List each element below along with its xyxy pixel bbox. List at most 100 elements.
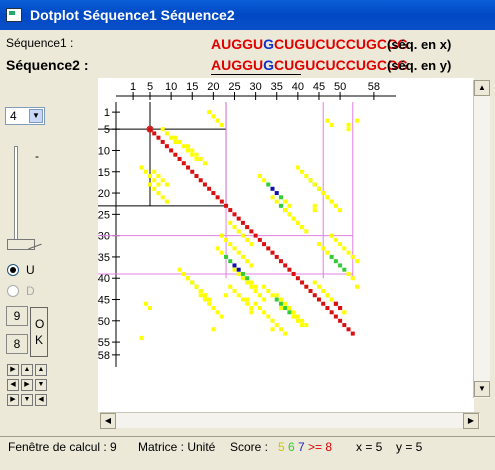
- nav-right3-icon[interactable]: ▶: [7, 394, 19, 406]
- match-dot: [211, 191, 216, 196]
- nav-right-icon[interactable]: ▶: [7, 364, 19, 376]
- radio-d-label: D: [26, 284, 35, 298]
- window-size-combo[interactable]: 4 ▼: [5, 107, 45, 125]
- match-dot: [194, 174, 199, 179]
- match-dot: [321, 288, 326, 293]
- horizontal-scrollbar[interactable]: ◀ ▶: [100, 412, 480, 429]
- match-dot: [278, 301, 283, 306]
- match-dot: [333, 203, 338, 208]
- seq2-text: AUGGUGCUGUCUCCUGCCG: [211, 57, 408, 73]
- seq1-base: U: [253, 36, 264, 52]
- match-dot: [346, 122, 351, 127]
- threshold-slider-track[interactable]: [14, 146, 18, 250]
- match-dot: [316, 284, 321, 289]
- match-dot: [316, 297, 321, 302]
- seq1-label: Séquence1 :: [6, 36, 74, 50]
- match-dot: [202, 161, 207, 166]
- match-dot: [329, 254, 334, 259]
- match-dot: [224, 254, 229, 259]
- seq1-base: U: [221, 36, 232, 52]
- match-dot: [354, 259, 359, 264]
- nav-left-icon[interactable]: ◀: [7, 379, 19, 391]
- match-dot: [283, 306, 288, 311]
- param-box-top[interactable]: 9: [6, 306, 28, 326]
- match-dot: [321, 246, 326, 251]
- nav-down2-icon[interactable]: ▼: [21, 394, 33, 406]
- threshold-slider-thumb[interactable]: [7, 239, 35, 250]
- y-tick-label: 20: [98, 188, 110, 200]
- scroll-right-icon[interactable]: ▶: [463, 413, 479, 429]
- match-dot: [325, 306, 330, 311]
- seq1-base: A: [211, 36, 222, 52]
- match-dot: [300, 323, 305, 328]
- seq2-base: U: [355, 57, 366, 73]
- match-dot: [143, 169, 148, 174]
- vertical-scrollbar[interactable]: ▲ ▼: [473, 80, 490, 398]
- match-dot: [236, 250, 241, 255]
- match-dot: [287, 203, 292, 208]
- radio-d[interactable]: [7, 285, 19, 297]
- seq2-base: G: [365, 57, 377, 73]
- nav-left2-icon[interactable]: ◀: [35, 394, 47, 406]
- dotplot-canvas[interactable]: 1 5 10 15 20 25 30 35 40 45 50 58151015202530354045…: [98, 78, 474, 412]
- match-dot: [249, 263, 254, 268]
- scroll-up-icon[interactable]: ▲: [474, 80, 490, 96]
- match-dot: [164, 144, 169, 149]
- match-dot: [245, 297, 250, 302]
- match-dot: [312, 203, 317, 208]
- chevron-down-icon[interactable]: ▼: [29, 109, 43, 123]
- nav-down-icon[interactable]: ▼: [35, 379, 47, 391]
- param-box-bottom[interactable]: 8: [6, 334, 28, 354]
- match-dot: [291, 314, 296, 319]
- x-tick-label: 35: [271, 81, 283, 93]
- match-dot: [211, 327, 216, 332]
- match-dot: [228, 220, 233, 225]
- match-dot: [207, 110, 212, 115]
- x-tick-label: 30: [249, 81, 261, 93]
- match-dot: [291, 310, 296, 315]
- match-dot: [219, 199, 224, 204]
- match-dot: [278, 297, 283, 302]
- nav-arrow-pad: ▶ ▲ ▲ ◀ ▶ ▼ ▶ ▼ ◀: [7, 364, 49, 410]
- radio-u[interactable]: [7, 264, 19, 276]
- match-dot: [253, 284, 258, 289]
- match-dot: [249, 306, 254, 311]
- seq2-base: U: [253, 57, 264, 73]
- x-tick-label: 5: [147, 81, 153, 93]
- scroll-down-icon[interactable]: ▼: [474, 381, 490, 397]
- nav-up2-icon[interactable]: ▲: [35, 364, 47, 376]
- seq1-base: G: [231, 36, 243, 52]
- match-dot: [283, 331, 288, 336]
- y-tick-label: 40: [98, 273, 110, 285]
- match-dot: [308, 178, 313, 183]
- seq1-base: C: [345, 36, 356, 52]
- scroll-left-icon[interactable]: ◀: [100, 413, 116, 429]
- match-dot: [304, 284, 309, 289]
- match-dot: [333, 301, 338, 306]
- match-dot: [257, 293, 262, 298]
- seq1-base: G: [294, 36, 306, 52]
- match-dot: [232, 225, 237, 230]
- match-dot: [300, 225, 305, 230]
- seq2-base: U: [325, 57, 336, 73]
- match-dot: [325, 118, 330, 123]
- match-dot: [342, 323, 347, 328]
- match-dot: [338, 306, 343, 311]
- match-dot: [181, 271, 186, 276]
- window-title: Dotplot Séquence1 Séquence2: [30, 7, 235, 23]
- seq2-base: U: [284, 57, 295, 73]
- match-dot: [249, 242, 254, 247]
- match-dot: [169, 148, 174, 153]
- seq1-base: U: [325, 36, 336, 52]
- match-dot: [283, 208, 288, 213]
- match-dot: [186, 144, 191, 149]
- x-tick-label: 15: [186, 81, 198, 93]
- y-tick-label: 35: [98, 252, 110, 264]
- nav-right2-icon[interactable]: ▶: [21, 379, 33, 391]
- match-dot: [148, 174, 153, 179]
- ok-button[interactable]: OK: [30, 307, 48, 357]
- match-dot: [215, 310, 220, 315]
- seq2-base: C: [345, 57, 356, 73]
- nav-up-icon[interactable]: ▲: [21, 364, 33, 376]
- match-dot: [228, 284, 233, 289]
